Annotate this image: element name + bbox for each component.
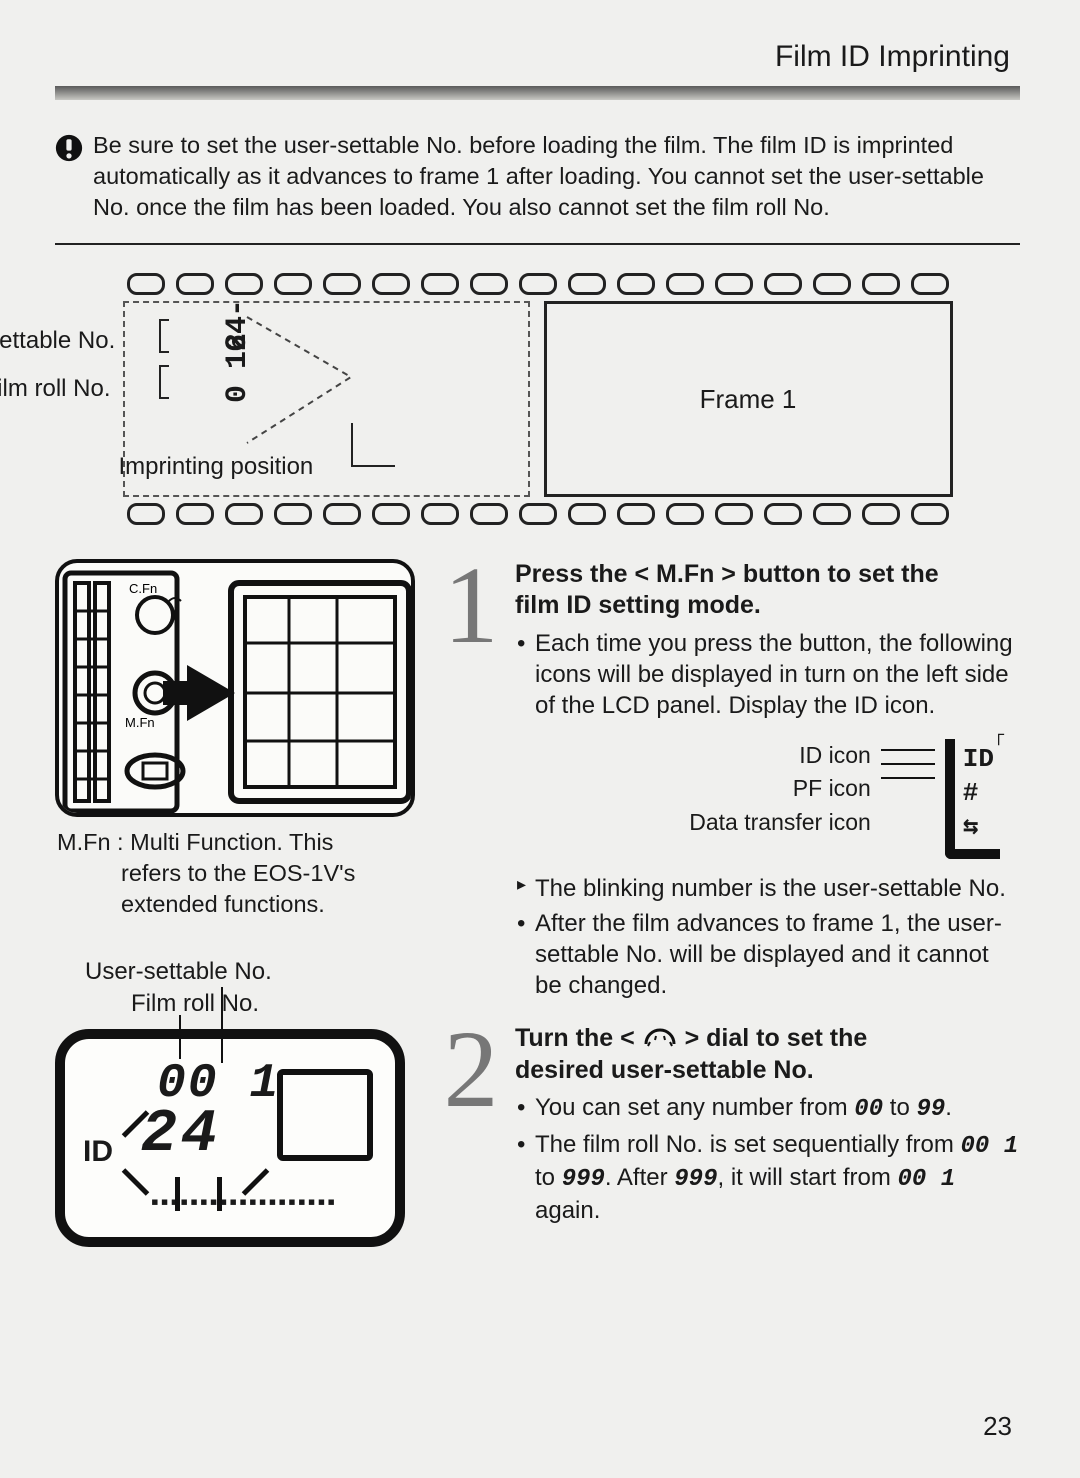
step2-heading: Turn the < > dial to set the desired use… [515, 1023, 1020, 1086]
sprocket-hole-icon [764, 273, 802, 295]
legend-leader-lines [881, 739, 935, 779]
sprocket-hole-icon [176, 273, 214, 295]
sprocket-hole-icon [666, 503, 704, 525]
sprocket-hole-icon [127, 503, 165, 525]
pf-mode-icon: # [963, 777, 994, 811]
sprocket-hole-icon [323, 273, 361, 295]
cfn-label: C.Fn [129, 581, 157, 596]
camera-back-illustration: C.Fn M.Fn [55, 559, 415, 817]
sprocket-hole-icon [421, 273, 459, 295]
step-number-1: 1 [443, 559, 499, 725]
mfn-caption: M.Fn : Multi Function. This refers to th… [55, 827, 415, 920]
sprocket-hole-icon [911, 273, 949, 295]
bracket-icon [159, 319, 169, 353]
sprocket-hole-icon [176, 503, 214, 525]
lcd-panel-illustration: ID 00 1 24 ▪▪▪▪▪▪▪▪▪▪▪▪▪▪▪▪▪▪▪ [55, 1029, 405, 1247]
sprocket-hole-icon [274, 503, 312, 525]
sprocket-row-top [123, 273, 953, 295]
leader-line-icon [351, 423, 395, 467]
filmstrip-diagram: User-settable No. Film roll No. Imprinti… [123, 273, 953, 525]
step-1: 1 Press the < M.Fn > button to set the f… [443, 559, 1020, 725]
main-dial-icon [642, 1028, 678, 1048]
id-mode-icon: ID [963, 743, 994, 777]
blink-ray-icon [217, 1177, 222, 1211]
label-film-roll-no: Film roll No. [0, 375, 111, 403]
sprocket-hole-icon [568, 273, 606, 295]
legend-icon-box: ┌ ID # ⇆ [945, 739, 1000, 858]
legend-label-pf: PF icon [689, 772, 871, 805]
step1-heading: Press the < M.Fn > button to set the fil… [515, 559, 1020, 622]
label-user-settable-no: User-settable No. [0, 327, 115, 355]
sprocket-hole-icon [862, 503, 900, 525]
sprocket-hole-icon [764, 503, 802, 525]
sprocket-hole-icon [715, 273, 753, 295]
blink-ray-icon [122, 1168, 150, 1196]
warning-note: Be sure to set the user-settable No. bef… [55, 130, 1020, 245]
sprocket-hole-icon [323, 503, 361, 525]
header-divider-bar [55, 86, 1020, 100]
pointer-line-icon [179, 1015, 181, 1059]
lcd-blank-rect-icon [277, 1069, 373, 1161]
sprocket-hole-icon [519, 503, 557, 525]
sprocket-hole-icon [470, 503, 508, 525]
sprocket-hole-icon [225, 273, 263, 295]
film-frame-imprint-area: User-settable No. Film roll No. Imprinti… [123, 301, 530, 497]
sprocket-hole-icon [421, 503, 459, 525]
sprocket-row-bottom [123, 503, 953, 525]
sprocket-hole-icon [813, 273, 851, 295]
page-number: 23 [983, 1411, 1012, 1442]
step2-bullet: The film roll No. is set sequentially fr… [515, 1129, 1020, 1227]
sprocket-hole-icon [225, 503, 263, 525]
sprocket-hole-icon [372, 503, 410, 525]
lcd-user-value: 24 [141, 1101, 221, 1169]
sprocket-hole-icon [911, 503, 949, 525]
sprocket-hole-icon [568, 503, 606, 525]
sprocket-hole-icon [617, 503, 655, 525]
legend-label-data-transfer: Data transfer icon [689, 806, 871, 839]
warning-text: Be sure to set the user-settable No. bef… [93, 130, 1014, 223]
sprocket-hole-icon [127, 273, 165, 295]
sprocket-hole-icon [666, 273, 704, 295]
legend-label-id: ID icon [689, 739, 871, 772]
page-header-title: Film ID Imprinting [55, 40, 1020, 74]
icon-legend: ID icon PF icon Data transfer icon ┌ ID … [443, 739, 1000, 858]
bracket-icon [159, 365, 169, 399]
step1-bullet: The blinking number is the user-settable… [515, 873, 1020, 904]
sprocket-hole-icon [372, 273, 410, 295]
step1-bullet: After the film advances to frame 1, the … [515, 908, 1020, 1002]
step-number-2: 2 [443, 1023, 499, 1230]
pointer-line-icon [221, 987, 223, 1063]
lcd-pointer-labels: User-settable No. Film roll No. [55, 956, 415, 1021]
lcd-id-text: ID [83, 1135, 113, 1169]
mfn-label: M.Fn [125, 715, 155, 730]
exposure-wedge-icon [245, 315, 355, 445]
frame-1-label: Frame 1 [700, 384, 797, 415]
step1-bullet: Each time you press the button, the foll… [515, 628, 1020, 722]
sprocket-hole-icon [862, 273, 900, 295]
step-2: 2 Turn the < > dial to set the desired u… [443, 1023, 1020, 1230]
sprocket-hole-icon [274, 273, 312, 295]
step2-bullet: You can set any number from 00 to 99. [515, 1092, 1020, 1125]
caution-icon [55, 134, 83, 162]
tick-mark-icon: ┌ [993, 725, 1004, 748]
sprocket-hole-icon [715, 503, 753, 525]
sprocket-hole-icon [519, 273, 557, 295]
sprocket-hole-icon [470, 273, 508, 295]
blink-ray-icon [175, 1177, 180, 1211]
label-imprinting-position: Imprinting position [119, 453, 314, 481]
sprocket-hole-icon [617, 273, 655, 295]
sprocket-hole-icon [813, 503, 851, 525]
data-transfer-icon: ⇆ [963, 811, 994, 845]
film-frame-1: Frame 1 [544, 301, 953, 497]
